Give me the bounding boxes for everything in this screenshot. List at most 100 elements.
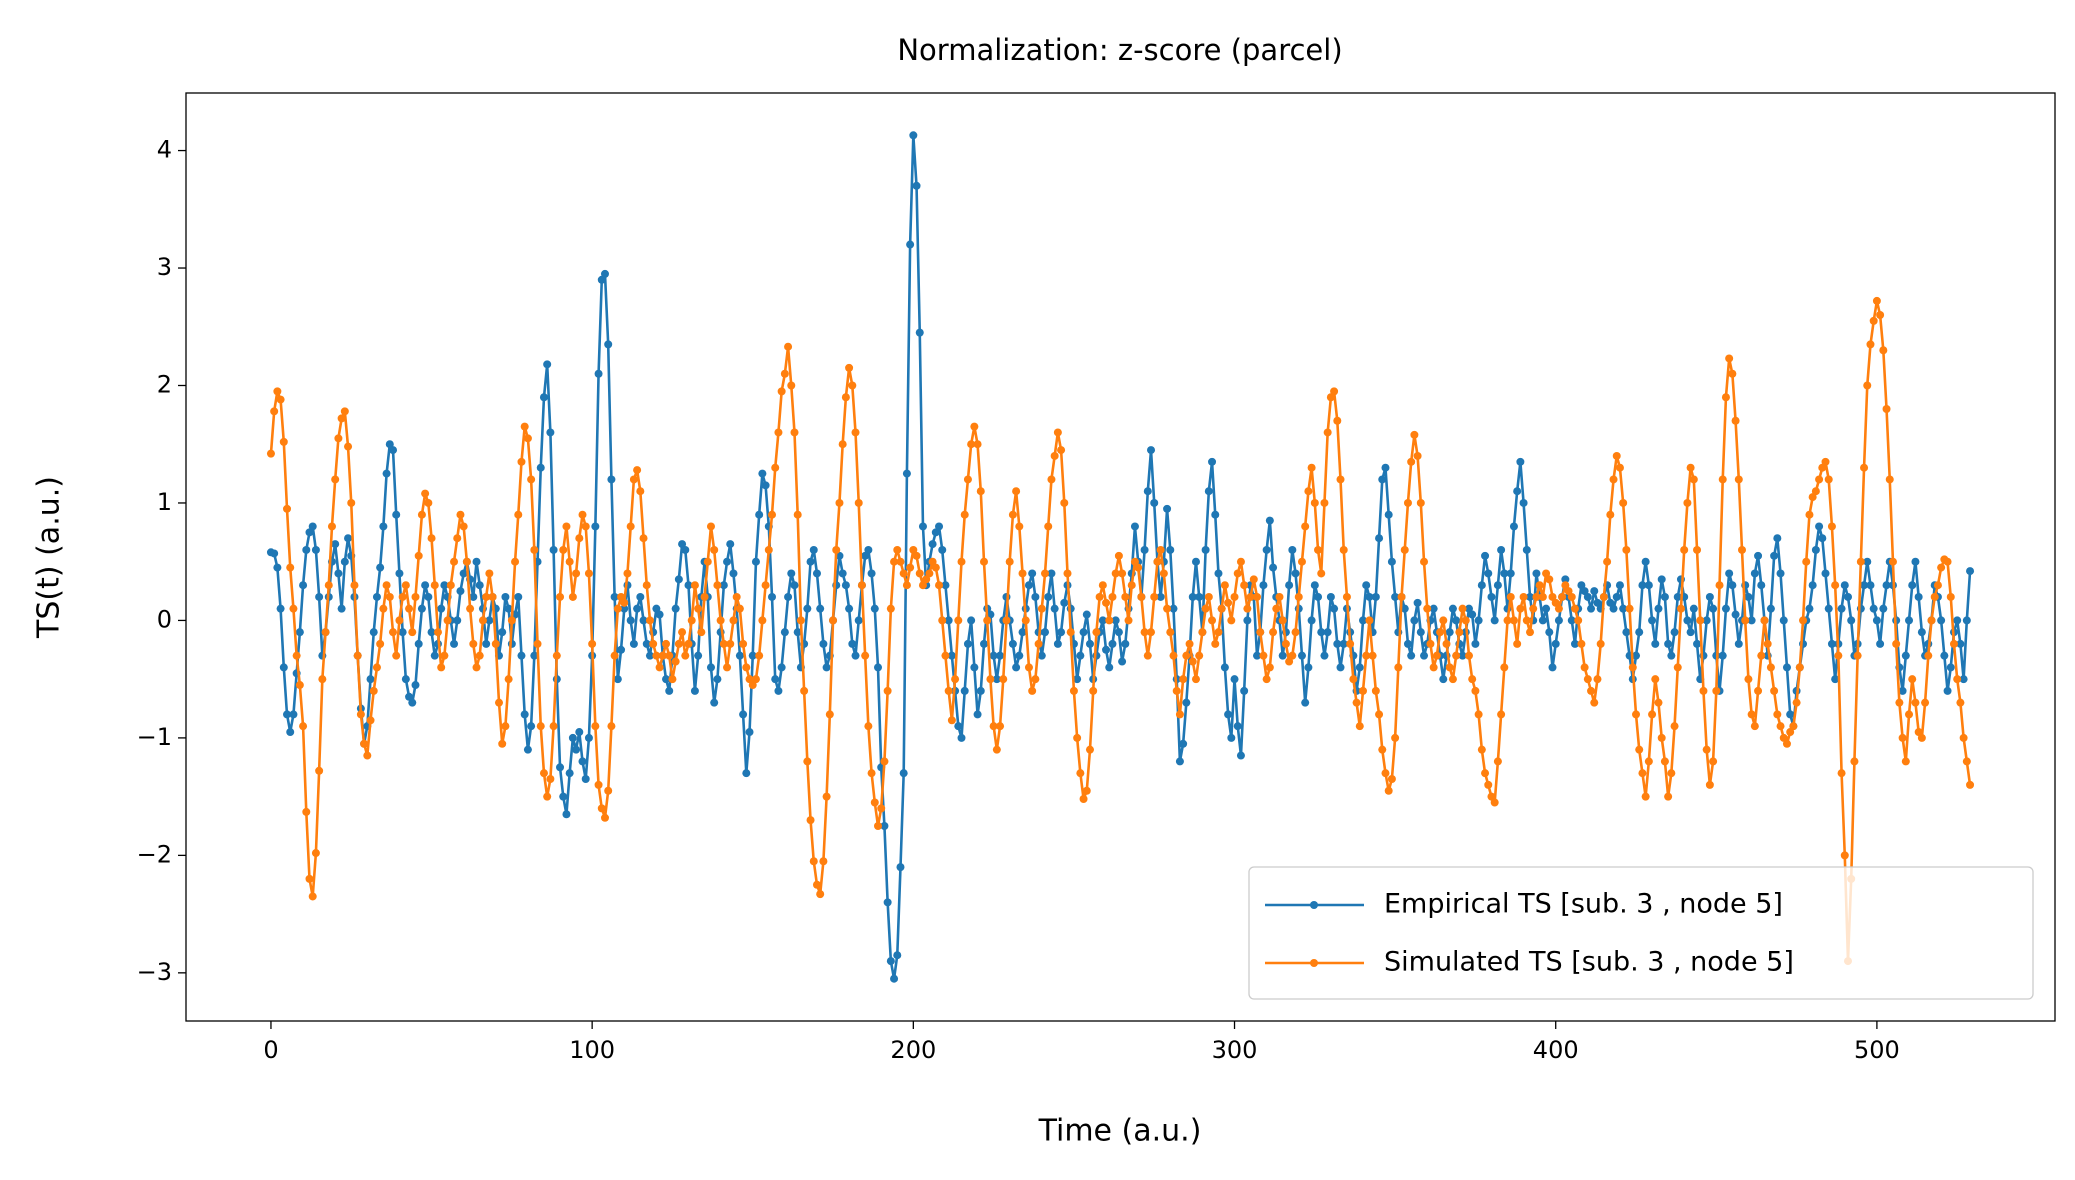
data-point — [1705, 780, 1714, 789]
data-point — [829, 616, 838, 625]
data-point — [1628, 663, 1637, 672]
data-point — [947, 716, 956, 725]
data-point — [1323, 428, 1332, 437]
x-tick-label: 500 — [1854, 1036, 1900, 1064]
data-point — [636, 487, 645, 496]
data-point — [1622, 545, 1631, 554]
data-point — [311, 849, 320, 858]
data-point — [315, 592, 324, 601]
data-point — [1619, 498, 1628, 507]
data-point — [1792, 698, 1801, 707]
data-point — [851, 651, 860, 660]
data-point — [620, 604, 629, 613]
data-point — [671, 657, 680, 666]
data-point — [568, 592, 577, 601]
data-point — [1224, 710, 1233, 719]
data-point — [1220, 581, 1229, 590]
data-point — [1718, 651, 1727, 660]
data-point — [986, 610, 995, 619]
data-point — [1121, 592, 1130, 601]
data-point — [1182, 651, 1191, 660]
data-point — [1285, 581, 1294, 590]
data-point — [1336, 663, 1345, 672]
data-point — [1635, 745, 1644, 754]
data-point — [1599, 592, 1608, 601]
data-point — [979, 639, 988, 648]
data-point — [617, 592, 626, 601]
data-point — [1034, 639, 1043, 648]
data-point — [1509, 616, 1518, 625]
data-point — [1211, 639, 1220, 648]
data-point — [938, 616, 947, 625]
x-tick-label: 100 — [569, 1036, 615, 1064]
data-point — [645, 616, 654, 625]
data-point — [1468, 675, 1477, 684]
data-point — [1076, 769, 1085, 778]
data-point — [398, 628, 407, 637]
data-point — [1603, 557, 1612, 566]
data-point — [559, 792, 568, 801]
data-point — [803, 604, 812, 613]
data-point — [572, 745, 581, 754]
data-point — [520, 422, 529, 431]
data-point — [1654, 604, 1663, 613]
data-point — [1310, 581, 1319, 590]
data-point — [748, 651, 757, 660]
data-point — [1079, 794, 1088, 803]
data-point — [485, 616, 494, 625]
data-point — [1625, 604, 1634, 613]
data-point — [1513, 487, 1522, 496]
data-point — [1484, 780, 1493, 789]
data-point — [758, 469, 767, 478]
data-point — [1310, 498, 1319, 507]
data-point — [1429, 604, 1438, 613]
data-point — [356, 710, 365, 719]
data-point — [1365, 616, 1374, 625]
data-point — [1956, 698, 1965, 707]
data-point — [1018, 628, 1027, 637]
data-point — [517, 457, 526, 466]
data-point — [1420, 651, 1429, 660]
data-point — [745, 728, 754, 737]
data-point — [774, 428, 783, 437]
data-point — [787, 569, 796, 578]
data-point — [482, 592, 491, 601]
data-point — [790, 428, 799, 437]
data-point — [1233, 722, 1242, 731]
data-point — [793, 510, 802, 519]
data-point — [600, 813, 609, 822]
data-point — [273, 387, 282, 396]
data-point — [1137, 592, 1146, 601]
data-point — [1644, 581, 1653, 590]
data-point — [870, 798, 879, 807]
data-point — [1869, 316, 1878, 325]
data-point — [1233, 569, 1242, 578]
data-point — [1246, 592, 1255, 601]
data-point — [1497, 545, 1506, 554]
data-point — [1265, 663, 1274, 672]
data-point — [1699, 686, 1708, 695]
data-point — [710, 545, 719, 554]
data-point — [1147, 628, 1156, 637]
data-point — [1673, 592, 1682, 601]
data-point — [514, 592, 523, 601]
data-point — [739, 639, 748, 648]
data-point — [578, 757, 587, 766]
data-point — [1416, 498, 1425, 507]
data-point — [1384, 786, 1393, 795]
data-point — [405, 692, 414, 701]
data-point — [366, 716, 375, 725]
data-point — [1493, 581, 1502, 590]
data-point — [854, 616, 863, 625]
data-point — [1715, 581, 1724, 590]
data-point — [954, 722, 963, 731]
data-point — [1179, 739, 1188, 748]
data-point — [906, 563, 915, 572]
data-point — [1471, 639, 1480, 648]
data-point — [1587, 604, 1596, 613]
data-point — [318, 675, 327, 684]
data-point — [1937, 616, 1946, 625]
data-point — [1012, 663, 1021, 672]
data-point — [501, 722, 510, 731]
data-point — [1612, 451, 1621, 460]
